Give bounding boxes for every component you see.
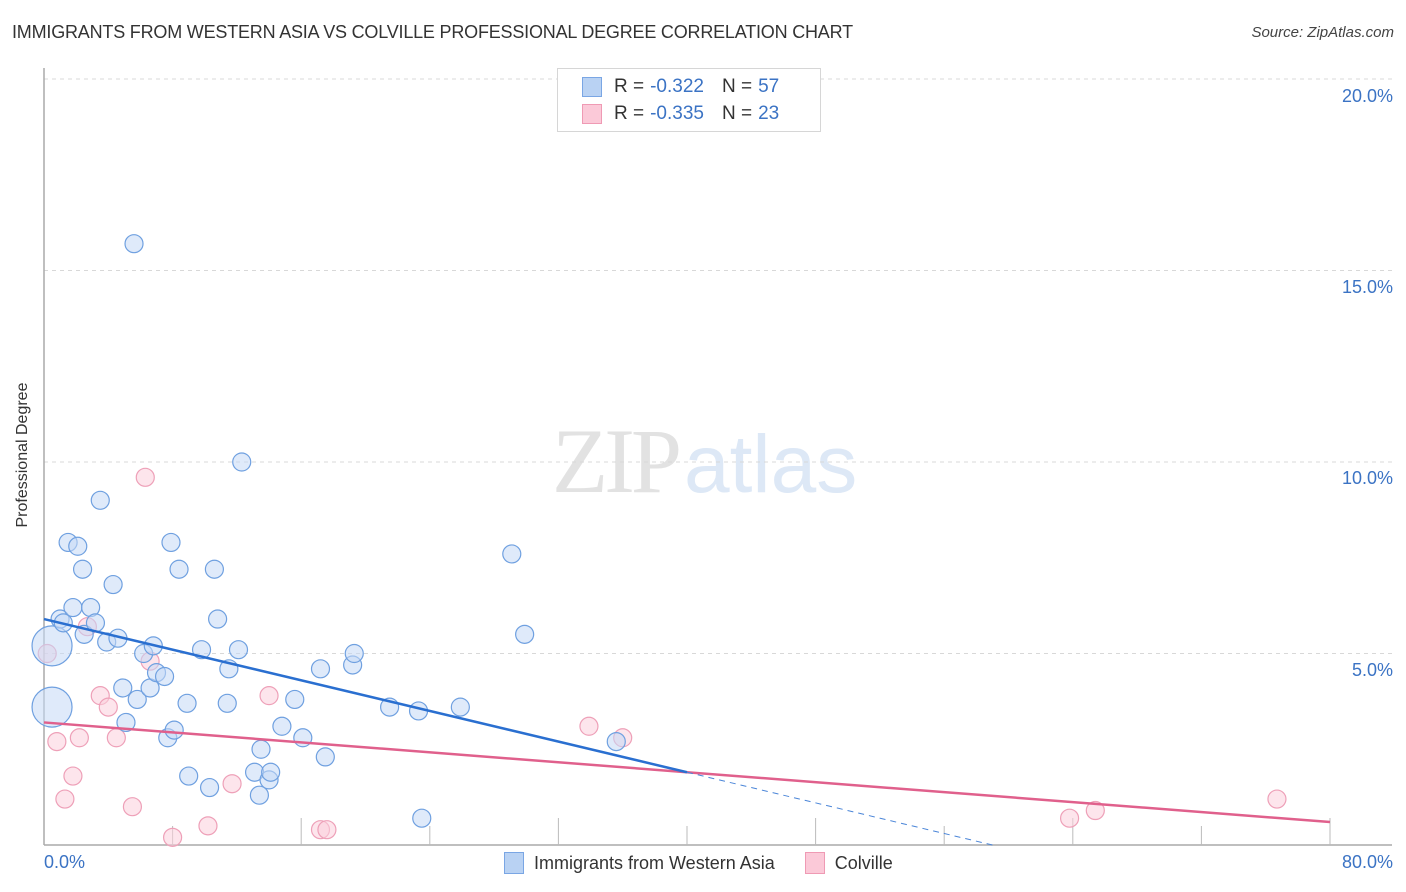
pink-swatch-icon <box>582 104 602 124</box>
grid-lines <box>44 78 1392 654</box>
legend-item-western-asia[interactable]: Immigrants from Western Asia <box>504 852 775 874</box>
n-label: N = <box>721 103 753 124</box>
watermark-atlas: atlas <box>684 419 858 510</box>
pink-swatch-icon <box>804 852 825 874</box>
x-tick-0: 0.0% <box>44 852 86 872</box>
y-axis-label: Professional Degree <box>14 382 31 528</box>
watermark-zip: ZIP <box>552 410 682 512</box>
legend-row-colville: R = -0.335 N = 23 <box>582 102 779 126</box>
n-value: 57 <box>758 76 780 97</box>
legend-row-western-asia: R = -0.322 N = 57 <box>582 75 779 99</box>
trendlines <box>43 617 1331 846</box>
r-label: R = <box>614 103 645 124</box>
watermark: ZIPatlas <box>552 408 857 514</box>
y-tick-20: 20.0% <box>1341 86 1393 106</box>
n-label: N = <box>721 76 753 97</box>
blue-swatch-icon <box>582 77 602 97</box>
y-tick-15: 15.0% <box>1341 277 1393 297</box>
legend-item-colville[interactable]: Colville <box>804 852 893 874</box>
r-label: R = <box>614 76 645 97</box>
blue-swatch-icon <box>504 852 524 874</box>
x-tick-80: 80.0% <box>1341 852 1393 872</box>
chart-title: IMMIGRANTS FROM WESTERN ASIA VS COLVILLE… <box>12 22 853 42</box>
series-legend: Immigrants from Western Asia Colville <box>504 852 923 874</box>
y-tick-5: 5.0% <box>1351 660 1393 680</box>
colville-points <box>37 467 1287 847</box>
legend-label: Colville <box>834 852 893 873</box>
r-value: -0.322 <box>650 76 704 97</box>
n-value: 23 <box>758 103 780 124</box>
r-value: -0.335 <box>650 103 704 124</box>
legend-label: Immigrants from Western Asia <box>534 852 775 873</box>
y-tick-10: 10.0% <box>1341 468 1393 488</box>
correlation-legend: R = -0.322 N = 57 R = -0.335 N = 23 <box>557 68 821 132</box>
source-label: Source: ZipAtlas.com <box>1251 24 1394 41</box>
